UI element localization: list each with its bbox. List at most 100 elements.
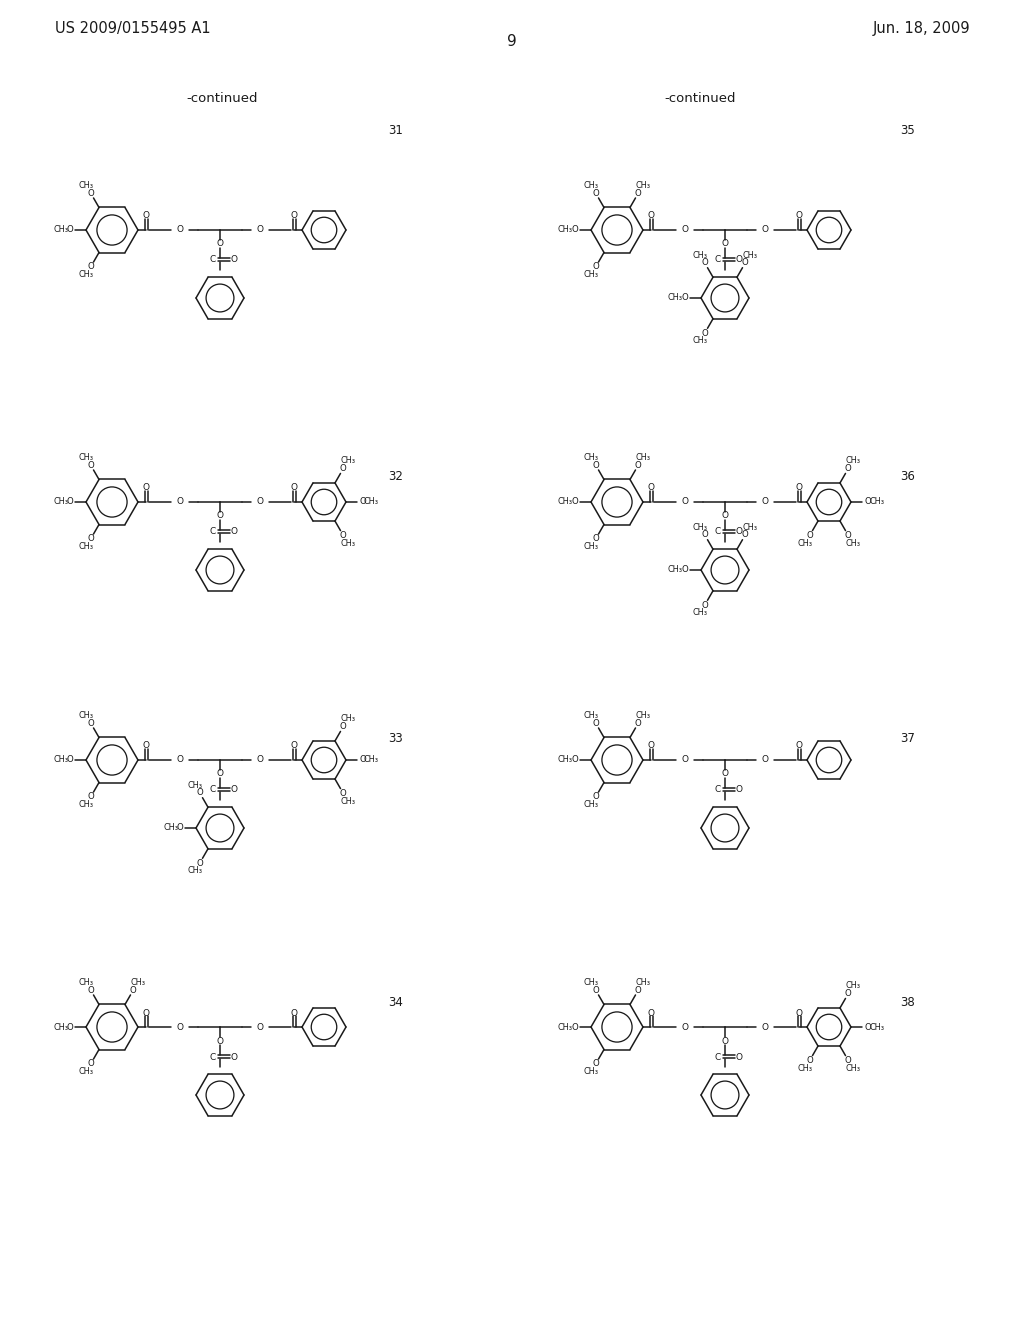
Text: CH₃: CH₃ <box>584 800 599 809</box>
Text: O: O <box>635 986 642 995</box>
Text: O: O <box>592 535 599 544</box>
Text: O: O <box>571 755 578 764</box>
Text: CH₃: CH₃ <box>584 978 599 987</box>
Text: CH₃: CH₃ <box>584 271 599 279</box>
Text: O: O <box>87 1060 94 1068</box>
Text: O: O <box>87 189 94 198</box>
Text: CH₃: CH₃ <box>53 1023 68 1031</box>
Text: -continued: -continued <box>186 91 258 104</box>
Text: O: O <box>806 531 813 540</box>
Text: CH₃: CH₃ <box>558 1023 573 1031</box>
Text: O: O <box>735 1052 742 1061</box>
Text: O: O <box>735 785 742 795</box>
Text: CH₃: CH₃ <box>53 498 68 507</box>
Text: C: C <box>715 785 721 795</box>
Text: CH₃: CH₃ <box>584 453 599 462</box>
Text: O: O <box>762 498 768 507</box>
Text: O: O <box>87 792 94 801</box>
Text: CH₃: CH₃ <box>869 498 884 507</box>
Text: O: O <box>230 785 238 795</box>
Text: O: O <box>340 465 347 473</box>
Text: O: O <box>635 461 642 470</box>
Text: O: O <box>682 226 688 235</box>
Text: O: O <box>176 226 183 235</box>
Text: CH₃: CH₃ <box>742 251 758 260</box>
Text: O: O <box>67 1023 73 1031</box>
Text: O: O <box>735 528 742 536</box>
Text: O: O <box>741 531 749 540</box>
Text: CH₃: CH₃ <box>845 981 860 990</box>
Text: O: O <box>130 986 136 995</box>
Text: CH₃: CH₃ <box>584 543 599 552</box>
Text: O: O <box>340 722 347 731</box>
Text: CH₃: CH₃ <box>340 797 355 805</box>
Text: O: O <box>592 263 599 272</box>
Text: O: O <box>256 755 263 764</box>
Text: 36: 36 <box>900 470 914 483</box>
Text: CH₃: CH₃ <box>340 457 355 466</box>
Text: O: O <box>647 1008 654 1018</box>
Text: O: O <box>682 755 688 764</box>
Text: O: O <box>67 755 73 764</box>
Text: O: O <box>256 226 263 235</box>
Text: O: O <box>230 256 238 264</box>
Text: O: O <box>291 1008 298 1018</box>
Text: O: O <box>340 789 347 797</box>
Text: CH₃: CH₃ <box>163 824 178 833</box>
Text: O: O <box>359 498 366 507</box>
Text: CH₃: CH₃ <box>558 498 573 507</box>
Text: O: O <box>216 511 223 520</box>
Text: O: O <box>592 718 599 727</box>
Text: CH₃: CH₃ <box>584 1067 599 1076</box>
Text: O: O <box>87 263 94 272</box>
Text: CH₃: CH₃ <box>79 543 94 552</box>
Text: CH₃: CH₃ <box>79 711 94 719</box>
Text: C: C <box>210 528 216 536</box>
Text: O: O <box>291 483 298 492</box>
Text: O: O <box>87 461 94 470</box>
Text: CH₃: CH₃ <box>584 181 599 190</box>
Text: O: O <box>571 226 578 235</box>
Text: CH₃: CH₃ <box>635 453 650 462</box>
Text: CH₃: CH₃ <box>742 523 758 532</box>
Text: CH₃: CH₃ <box>869 1023 884 1031</box>
Text: O: O <box>806 1056 813 1065</box>
Text: O: O <box>722 1036 728 1045</box>
Text: 38: 38 <box>900 995 914 1008</box>
Text: CH₃: CH₃ <box>340 539 355 548</box>
Text: CH₃: CH₃ <box>79 800 94 809</box>
Text: CH₃: CH₃ <box>558 226 573 235</box>
Text: O: O <box>722 511 728 520</box>
Text: C: C <box>715 256 721 264</box>
Text: CH₃: CH₃ <box>845 1064 860 1073</box>
Text: O: O <box>681 565 688 574</box>
Text: O: O <box>230 528 238 536</box>
Text: CH₃: CH₃ <box>693 523 708 532</box>
Text: CH₃: CH₃ <box>668 565 683 574</box>
Text: O: O <box>592 792 599 801</box>
Text: O: O <box>87 535 94 544</box>
Text: O: O <box>87 986 94 995</box>
Text: O: O <box>176 755 183 764</box>
Text: O: O <box>635 718 642 727</box>
Text: US 2009/0155495 A1: US 2009/0155495 A1 <box>55 21 211 36</box>
Text: O: O <box>87 718 94 727</box>
Text: Jun. 18, 2009: Jun. 18, 2009 <box>872 21 970 36</box>
Text: O: O <box>741 259 749 268</box>
Text: CH₃: CH₃ <box>845 539 860 548</box>
Text: O: O <box>864 498 870 507</box>
Text: 33: 33 <box>388 731 402 744</box>
Text: O: O <box>701 601 709 610</box>
Text: 37: 37 <box>900 731 914 744</box>
Text: CH₃: CH₃ <box>798 1064 813 1073</box>
Text: O: O <box>592 986 599 995</box>
Text: O: O <box>340 531 347 540</box>
Text: CH₃: CH₃ <box>130 978 145 987</box>
Text: O: O <box>592 189 599 198</box>
Text: O: O <box>722 239 728 248</box>
Text: 34: 34 <box>388 995 402 1008</box>
Text: CH₃: CH₃ <box>668 293 683 302</box>
Text: CH₃: CH₃ <box>53 226 68 235</box>
Text: O: O <box>571 1023 578 1031</box>
Text: CH₃: CH₃ <box>558 755 573 764</box>
